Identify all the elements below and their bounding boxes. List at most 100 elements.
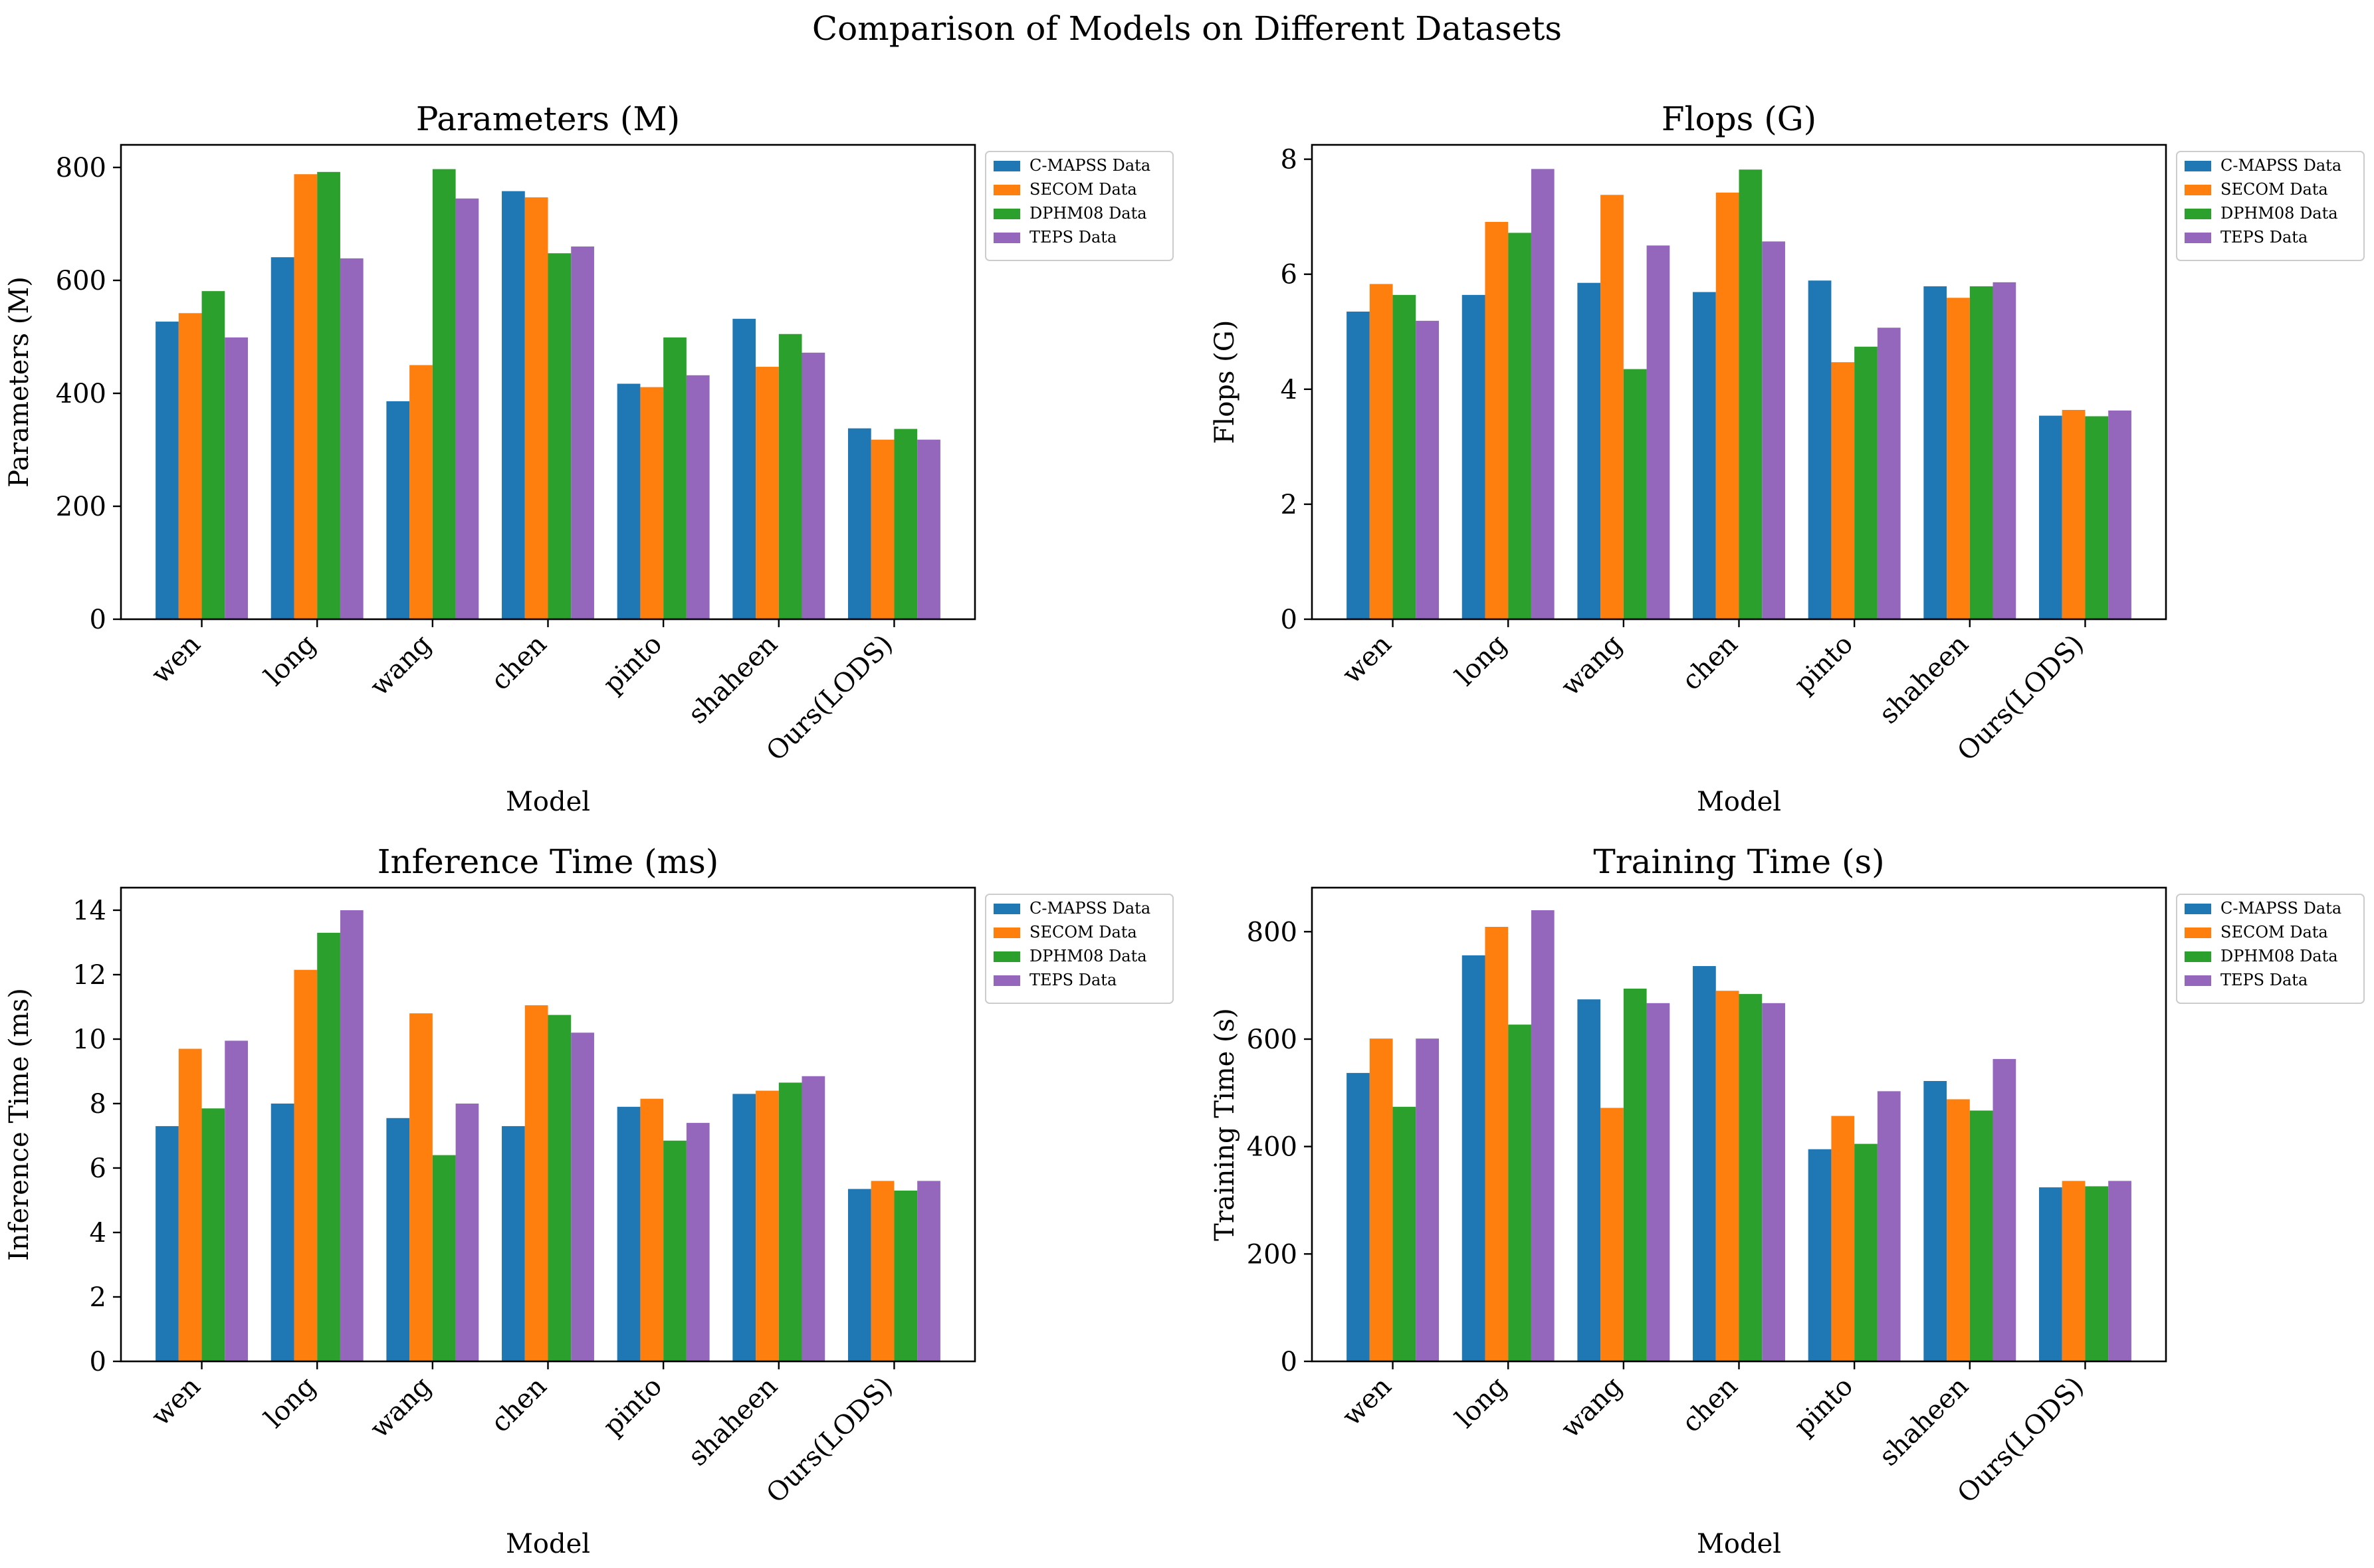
legend-entry: DPHM08 Data <box>1029 947 1147 965</box>
bar-secom-data-pinto <box>1831 362 1855 619</box>
bar-teps-data-shaheen <box>1993 1058 2016 1361</box>
y-tick-label: 2 <box>1281 490 1297 520</box>
y-tick-label: 200 <box>1247 1239 1297 1270</box>
bar-secom-data-shaheen <box>756 367 779 619</box>
bar-teps-data-wen <box>225 337 249 619</box>
bar-dphm08-data-chen <box>1739 994 1763 1361</box>
bar-secom-data-wen <box>178 1048 202 1361</box>
y-tick-label: 200 <box>56 492 106 522</box>
bar-teps-data-long <box>1531 910 1555 1361</box>
y-tick-label: 12 <box>72 960 106 991</box>
bar-secom-data-ours-lods- <box>2062 409 2086 619</box>
legend: C-MAPSS Data SECOM Data DPHM08 Data TEPS Da… <box>985 894 1174 1004</box>
legend-entry: SECOM Data <box>2220 923 2328 941</box>
bar-c-mapss-data-ours-lods- <box>847 428 871 619</box>
bar-c-mapss-data-chen <box>1693 292 1716 619</box>
bar-secom-data-wang <box>1600 195 1624 619</box>
y-tick-label: 6 <box>1281 260 1297 290</box>
legend-entry: C-MAPSS Data <box>2220 156 2341 175</box>
bar-c-mapss-data-shaheen <box>1923 286 1947 619</box>
bar-c-mapss-data-ours-lods- <box>2038 415 2062 619</box>
legend-entry: TEPS Data <box>2220 971 2308 989</box>
legend-entry: DPHM08 Data <box>1029 204 1147 223</box>
y-tick-label: 14 <box>72 896 106 926</box>
bar-c-mapss-data-pinto <box>617 1106 641 1361</box>
bar-teps-data-chen <box>571 246 594 619</box>
bar-secom-data-wen <box>178 313 202 619</box>
bar-secom-data-ours-lods- <box>871 439 895 619</box>
legend-swatch <box>2185 904 2211 914</box>
bar-dphm08-data-ours-lods- <box>894 429 918 619</box>
legend-swatch <box>994 161 1020 171</box>
bar-teps-data-ours-lods- <box>2108 1181 2131 1361</box>
bar-dphm08-data-long <box>317 171 340 619</box>
bar-teps-data-long <box>1531 169 1555 619</box>
bar-teps-data-chen <box>571 1032 594 1361</box>
x-axis-label: Model <box>506 787 590 817</box>
bar-teps-data-ours-lods- <box>917 1181 940 1361</box>
bar-c-mapss-data-chen <box>502 191 525 619</box>
bar-secom-data-wang <box>409 365 433 619</box>
bar-c-mapss-data-wang <box>386 401 410 619</box>
y-tick-label: 6 <box>90 1153 106 1184</box>
legend: C-MAPSS Data SECOM Data DPHM08 Data TEPS Da… <box>2176 894 2365 1004</box>
bar-secom-data-long <box>1485 927 1509 1361</box>
bar-secom-data-chen <box>524 197 548 619</box>
legend-entry: DPHM08 Data <box>2220 204 2338 223</box>
y-tick-label: 0 <box>1281 605 1297 635</box>
y-tick-label: 0 <box>90 605 106 635</box>
bar-dphm08-data-shaheen <box>1969 286 1993 619</box>
legend: C-MAPSS Data SECOM Data DPHM08 Data TEPS Da… <box>985 151 1174 261</box>
bar-secom-data-wen <box>1369 1038 1393 1361</box>
subplot-title: Training Time (s) <box>1593 842 1884 881</box>
bar-secom-data-chen <box>524 1005 548 1361</box>
bar-teps-data-wang <box>455 1103 479 1361</box>
legend-swatch <box>994 904 1020 914</box>
bar-teps-data-pinto <box>1877 328 1901 619</box>
legend-entry: TEPS Data <box>2220 228 2308 246</box>
bar-secom-data-long <box>294 174 318 619</box>
bar-dphm08-data-ours-lods- <box>2085 1186 2109 1361</box>
bar-secom-data-pinto <box>640 1098 664 1361</box>
legend-swatch <box>994 928 1020 938</box>
bar-dphm08-data-chen <box>1739 169 1763 619</box>
bar-secom-data-ours-lods- <box>2062 1181 2086 1361</box>
legend-frame <box>985 894 1174 1004</box>
figure-title: Comparison of Models on Different Datase… <box>812 9 1562 48</box>
y-tick-label: 400 <box>56 379 106 409</box>
legend-swatch <box>994 951 1020 962</box>
bar-c-mapss-data-long <box>1461 955 1485 1361</box>
bar-teps-data-long <box>340 910 364 1361</box>
y-tick-label: 0 <box>1281 1347 1297 1377</box>
bar-teps-data-shaheen <box>802 1076 825 1361</box>
bar-dphm08-data-shaheen <box>778 334 802 619</box>
bar-dphm08-data-pinto <box>1854 1143 1878 1361</box>
bar-secom-data-long <box>1485 221 1509 619</box>
bar-c-mapss-data-ours-lods- <box>847 1189 871 1361</box>
legend-swatch <box>994 209 1020 219</box>
bar-dphm08-data-ours-lods- <box>894 1190 918 1361</box>
y-tick-label: 600 <box>1247 1025 1297 1055</box>
bar-c-mapss-data-ours-lods- <box>2038 1187 2062 1361</box>
subplot-title: Parameters (M) <box>416 100 680 138</box>
bar-c-mapss-data-chen <box>502 1126 525 1361</box>
y-axis-label: Parameters (M) <box>4 276 35 488</box>
y-tick-label: 600 <box>56 266 106 296</box>
bar-c-mapss-data-wen <box>156 1126 179 1361</box>
x-axis-label: Model <box>1697 787 1781 817</box>
bar-dphm08-data-long <box>1508 1025 1531 1361</box>
bar-dphm08-data-long <box>1508 233 1531 619</box>
legend-entry: SECOM Data <box>2220 180 2328 199</box>
bar-c-mapss-data-wen <box>1347 1072 1370 1361</box>
bar-teps-data-wen <box>1416 1038 1440 1361</box>
bar-c-mapss-data-wang <box>1577 999 1601 1361</box>
y-tick-label: 8 <box>1281 145 1297 175</box>
legend-swatch <box>994 975 1020 986</box>
bar-secom-data-shaheen <box>1947 1099 1970 1361</box>
y-tick-label: 800 <box>56 153 106 183</box>
bar-c-mapss-data-wang <box>1577 282 1601 619</box>
bar-teps-data-chen <box>1762 1003 1785 1361</box>
bar-teps-data-wang <box>1646 1003 1670 1361</box>
